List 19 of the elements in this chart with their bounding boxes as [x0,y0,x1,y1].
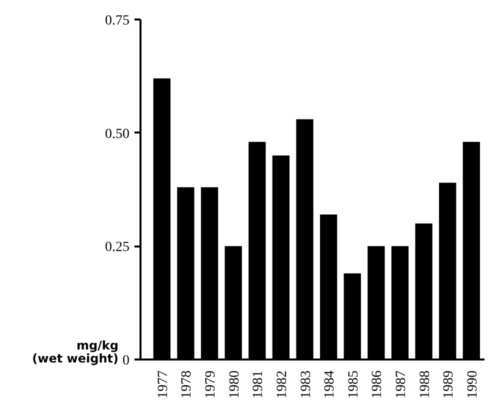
y-tick-label: 0.25 [104,240,130,256]
x-tick-label: 1982 [274,370,290,399]
y-axis-title: mg/kg (wet weight) [32,338,118,366]
y-tick-label: 0.50 [104,126,130,142]
x-tick-label: 1984 [322,370,338,399]
y-tick-label: 0.75 [104,14,130,28]
x-tick-label: 1977 [156,370,171,399]
x-tick-label: 1987 [394,370,409,399]
x-tick-label: 1979 [204,370,219,399]
x-tick-label: 1983 [298,370,314,399]
x-tick-label: 1988 [418,370,433,399]
x-tick-label: 1978 [180,370,195,399]
x-tick-label: 1990 [465,370,480,399]
y-tick-label: 0 [122,354,130,369]
x-tick-label: 1985 [346,370,362,399]
x-tick-label: 1980 [227,370,242,399]
x-tick-label: 1986 [370,370,386,399]
x-tick-label: 1981 [251,370,266,399]
x-tick-label: 1989 [442,370,457,399]
